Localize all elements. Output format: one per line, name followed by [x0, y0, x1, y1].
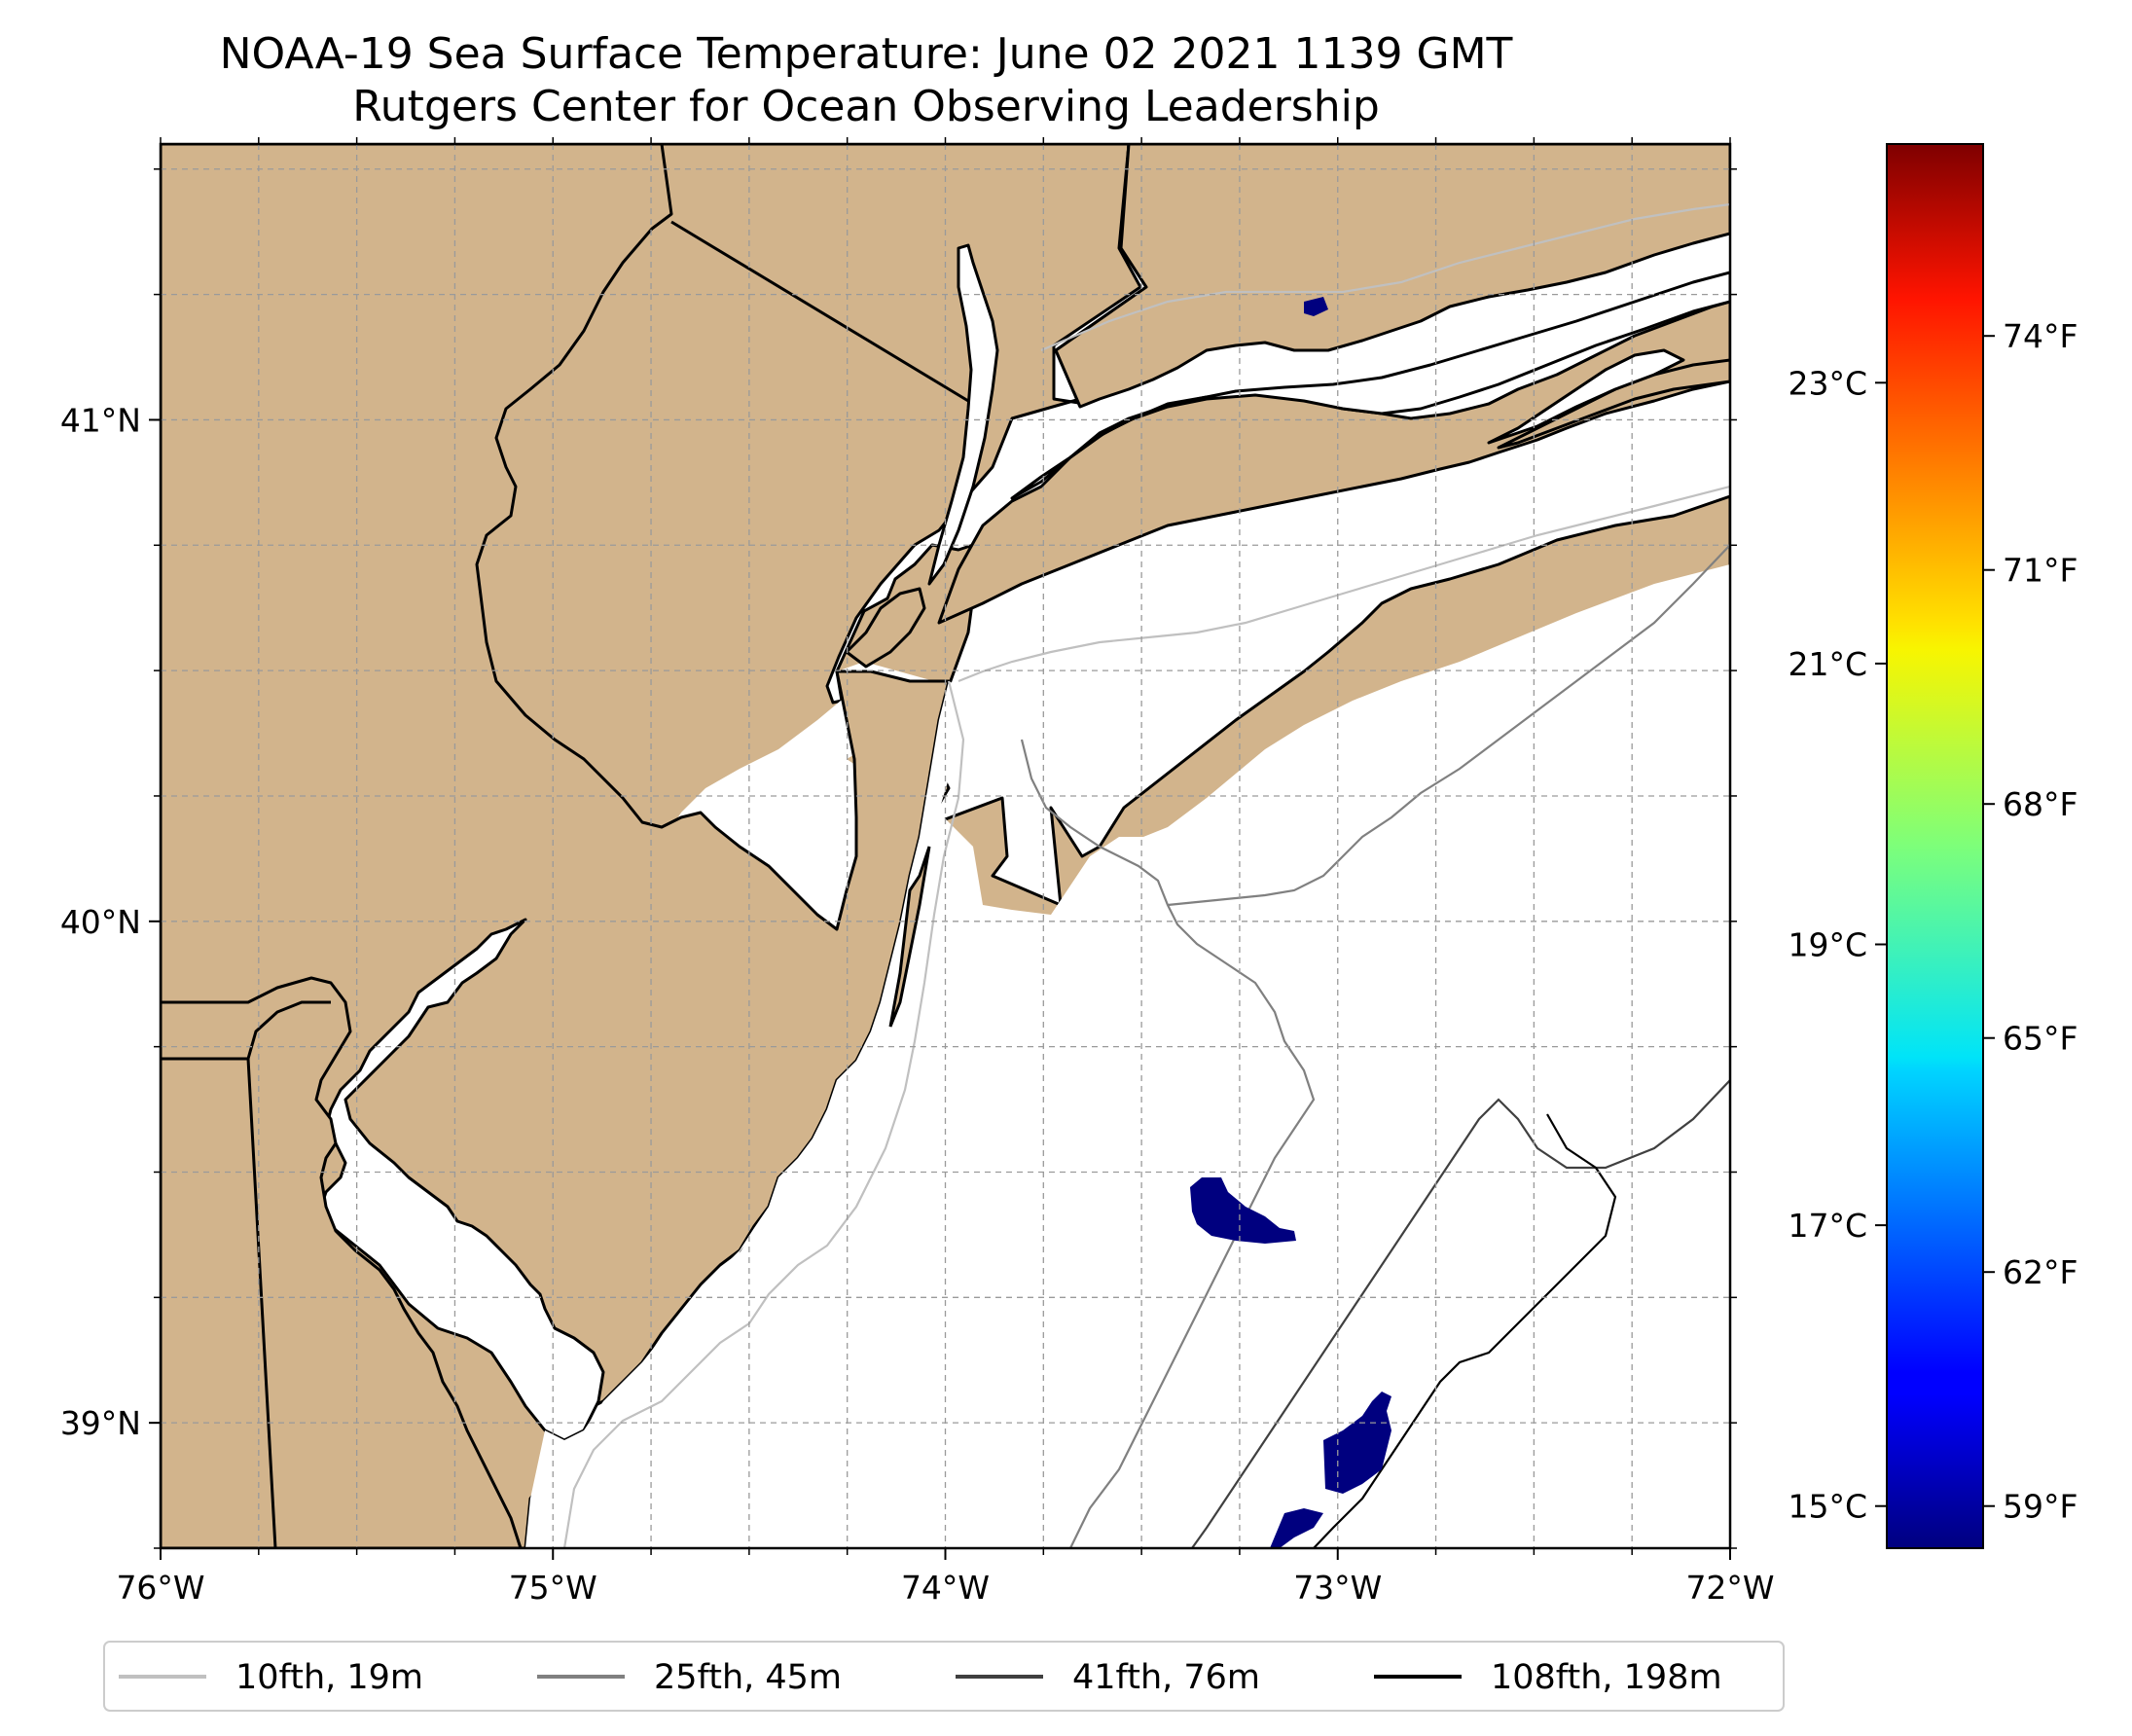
sst-patch-south — [1270, 1392, 1391, 1548]
celsius-tick-label: 19°C — [1788, 926, 1867, 964]
land-north-fork — [1497, 358, 1730, 450]
contour-25fth — [1020, 544, 1730, 1548]
long-island-sound — [1010, 271, 1730, 500]
lon-tick-label: 74°W — [901, 1569, 990, 1607]
contour-108fth — [1313, 1113, 1617, 1548]
fahrenheit-tick-label: 74°F — [2003, 317, 2078, 355]
lat-tick-label: 41°N — [60, 401, 141, 439]
lat-tick-label: 40°N — [60, 903, 141, 941]
celsius-tick-label: 15°C — [1788, 1488, 1867, 1526]
sst-patch-north — [1304, 297, 1328, 316]
map-panel — [161, 144, 1730, 1548]
sst-pixels — [1190, 297, 1391, 1548]
fahrenheit-tick-label: 62°F — [2003, 1253, 2078, 1291]
legend-label: 41fth, 76m — [1072, 1658, 1260, 1697]
fahrenheit-tick-label: 68°F — [2003, 785, 2078, 823]
lon-tick-label: 76°W — [116, 1569, 204, 1607]
peconic-bay — [1487, 348, 1685, 445]
hudson-river — [927, 243, 999, 586]
colorbar-ticks: 15°C 17°C 19°C 21°C 23°C 59°F 62°F 65°F 68°F 71°F… — [1788, 317, 2078, 1526]
map-subtitle: Rutgers Center for Ocean Observing Leade… — [352, 82, 1380, 131]
celsius-tick-label: 17°C — [1788, 1207, 1867, 1245]
sst-patch-central — [1190, 1177, 1296, 1244]
axis-labels: 76°W 75°W 74°W 73°W 72°W 41°N 40°N 39°N — [60, 401, 1775, 1607]
ocean-cape-may — [525, 681, 968, 1548]
contour-10fth — [562, 202, 1730, 1548]
axis-ticks — [149, 137, 1737, 1560]
delaware-bay — [319, 918, 605, 1442]
celsius-tick-label: 21°C — [1788, 645, 1867, 683]
land-connecticut — [1054, 144, 1730, 409]
colorbar: 15°C 17°C 19°C 21°C 23°C 59°F 62°F 65°F 68°F 71°F… — [1788, 143, 2078, 1549]
bathymetry-contours — [562, 202, 1730, 1548]
celsius-tick-label: 23°C — [1788, 364, 1867, 402]
legend-items: 10fth, 19m 25fth, 45m 41fth, 76m 108fth, 19… — [119, 1658, 1722, 1697]
barrier-island — [888, 846, 931, 1028]
fahrenheit-tick-label: 71°F — [2003, 552, 2078, 590]
legend-label: 25fth, 45m — [654, 1658, 842, 1697]
contour-41fth — [1191, 1079, 1730, 1548]
gridlines — [161, 144, 1730, 1548]
legend-box — [103, 1641, 1785, 1712]
lon-tick-label: 73°W — [1293, 1569, 1382, 1607]
lon-tick-label: 75°W — [509, 1569, 597, 1607]
fahrenheit-tick-label: 59°F — [2003, 1488, 2078, 1526]
boundary-de-md — [246, 1000, 331, 1060]
legend-label: 108fth, 198m — [1491, 1658, 1722, 1697]
map-title: NOAA-19 Sea Surface Temperature: June 02… — [219, 29, 1513, 79]
fahrenheit-tick-label: 65°F — [2003, 1020, 2078, 1058]
legend-label: 10fth, 19m — [235, 1658, 423, 1697]
legend: 10fth, 19m 25fth, 45m 41fth, 76m 108fth, 19… — [103, 1641, 1785, 1712]
land-staten-island — [845, 587, 926, 669]
boundary-ny-nj — [670, 220, 979, 409]
lat-tick-label: 39°N — [60, 1404, 141, 1442]
lon-tick-label: 72°W — [1685, 1569, 1774, 1607]
colorbar-gradient — [1886, 143, 1984, 1549]
